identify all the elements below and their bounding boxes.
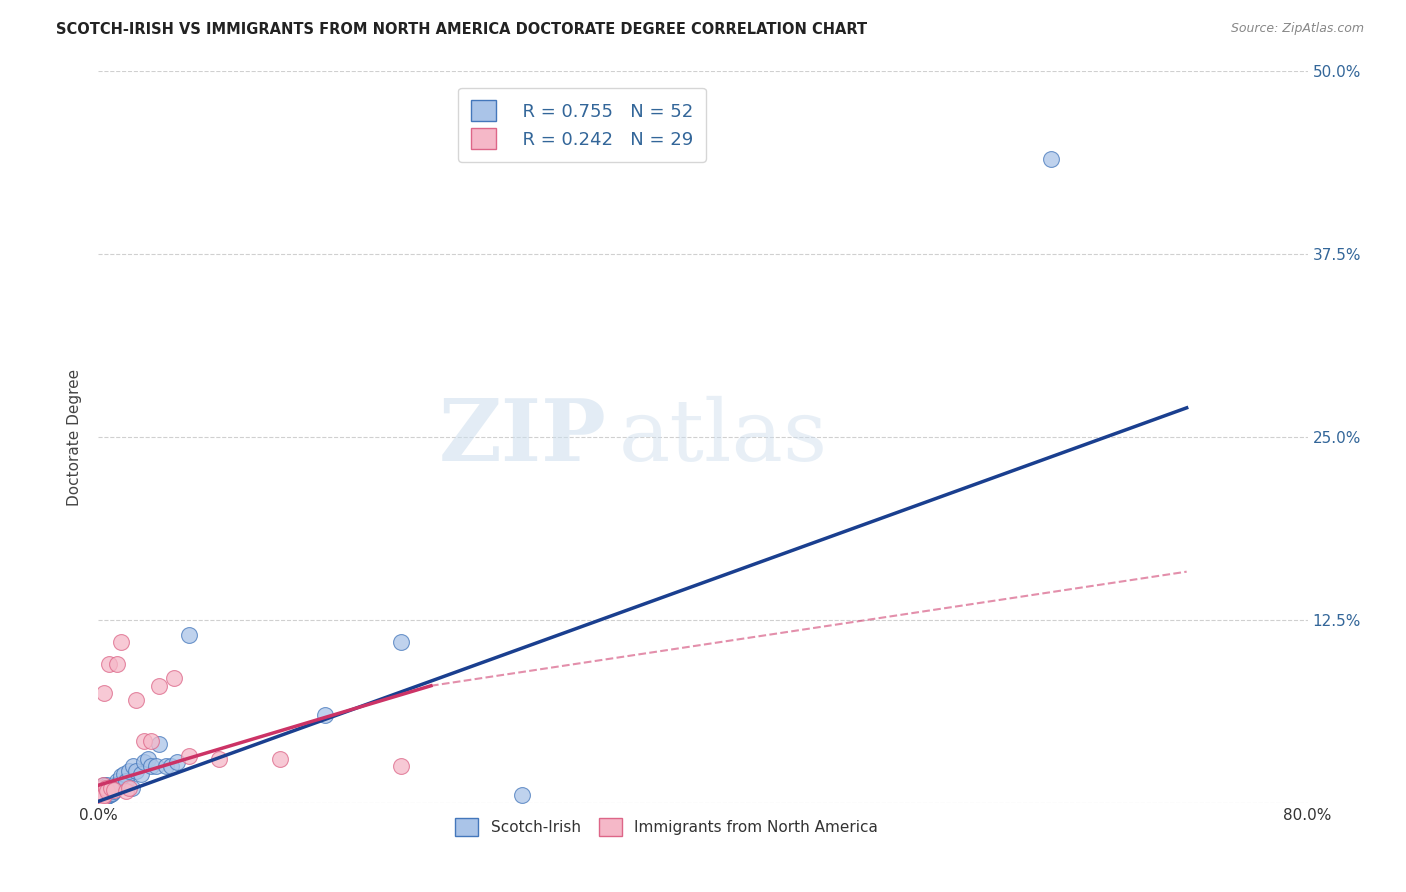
Point [314,708,336,723]
Point [114,773,136,788]
Point [96,778,118,792]
Point [110,635,132,649]
Point [179,627,201,641]
Point [91,786,114,800]
Point [141,759,163,773]
Point [94,786,117,800]
Point [1039,152,1062,166]
Point [148,679,170,693]
Point [104,781,127,796]
Point [389,635,412,649]
Point [107,777,129,791]
Point [94,789,117,804]
Legend: Scotch-Irish, Immigrants from North America: Scotch-Irish, Immigrants from North Amer… [444,807,889,847]
Point [103,782,125,797]
Point [93,784,115,798]
Point [90,781,112,796]
Point [89,786,111,800]
Point [125,764,148,778]
Point [145,759,167,773]
Point [91,791,114,805]
Point [121,781,143,796]
Point [91,789,114,804]
Point [94,781,117,796]
Point [112,766,135,780]
Point [100,781,122,796]
Point [105,773,128,788]
Point [105,657,128,671]
Point [89,784,111,798]
Point [510,789,533,803]
Point [110,769,132,783]
Point [100,787,122,801]
Point [100,781,122,796]
Point [132,734,155,748]
Point [101,786,124,800]
Point [91,789,114,803]
Point [118,764,141,778]
Point [90,786,112,800]
Point [98,789,121,803]
Point [94,781,117,796]
Point [132,755,155,769]
Point [166,755,188,769]
Point [90,791,112,805]
Point [93,778,115,792]
Point [136,752,159,766]
Point [89,789,111,803]
Text: SCOTCH-IRISH VS IMMIGRANTS FROM NORTH AMERICA DOCTORATE DEGREE CORRELATION CHART: SCOTCH-IRISH VS IMMIGRANTS FROM NORTH AM… [56,22,868,37]
Point [89,791,111,805]
Point [90,789,112,803]
Point [90,787,112,801]
Point [129,766,152,780]
Point [89,791,111,805]
Point [179,749,201,764]
Point [208,752,231,766]
Point [93,789,115,803]
Point [155,759,177,773]
Point [96,784,118,798]
Point [91,781,114,796]
Point [389,759,412,773]
Point [93,791,115,805]
Point [96,784,118,798]
Text: ZIP: ZIP [439,395,606,479]
Text: Source: ZipAtlas.com: Source: ZipAtlas.com [1230,22,1364,36]
Point [98,657,121,671]
Point [91,786,114,800]
Point [90,791,112,805]
Point [91,778,114,792]
Point [89,789,111,803]
Point [141,734,163,748]
Y-axis label: Doctorate Degree: Doctorate Degree [67,368,83,506]
Point [98,782,121,797]
Point [148,737,170,751]
Point [160,759,183,773]
Point [103,784,125,798]
Point [122,759,145,773]
Point [269,752,291,766]
Point [125,693,148,707]
Point [90,782,112,797]
Text: atlas: atlas [619,395,828,479]
Point [103,778,125,792]
Point [118,781,141,796]
Point [163,672,186,686]
Point [114,784,136,798]
Point [93,686,115,700]
Point [93,789,115,803]
Point [96,789,118,803]
